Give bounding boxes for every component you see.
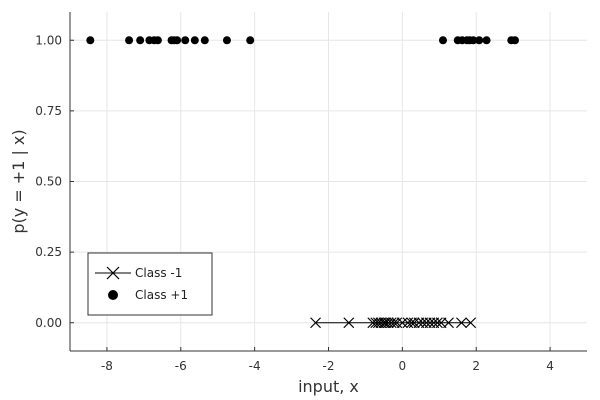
series-0-point-7-stroke-b xyxy=(380,317,392,329)
x-tick-label-5: 2 xyxy=(472,359,480,373)
series-0-point-9 xyxy=(385,317,397,329)
legend-marker-1 xyxy=(108,290,118,300)
series-1-point-9 xyxy=(181,36,190,45)
y-tick-label-3: 0.75 xyxy=(35,104,62,118)
series-1-point-19 xyxy=(469,36,478,45)
y-tick-label-4: 1.00 xyxy=(35,33,62,47)
series-0-point-12 xyxy=(396,317,408,329)
series-0-point-11 xyxy=(391,317,403,329)
legend-entry-1: Class +1 xyxy=(108,288,188,302)
series-0-point-0 xyxy=(310,317,321,329)
series-0-point-25 xyxy=(465,317,477,329)
series-1-point-14 xyxy=(438,36,447,45)
y-tick-label-2: 0.50 xyxy=(35,175,62,189)
series-0-point-11-stroke-b xyxy=(391,317,403,329)
y-tick-label-1: 0.25 xyxy=(35,245,62,259)
series-0-point-23 xyxy=(443,317,454,329)
series-1-point-10 xyxy=(190,36,199,45)
series-0-point-15-stroke-b xyxy=(408,317,420,329)
ticks: -8 -6 -4 -2 0 2 4 0.00 0.25 0.50 0.75 1.00 xyxy=(35,33,554,373)
series-1-point-2 xyxy=(136,36,145,45)
series-0-point-12-stroke-b xyxy=(396,317,408,329)
series-1 xyxy=(86,36,519,45)
series-1-point-1 xyxy=(125,36,134,45)
series-0-point-3 xyxy=(370,317,382,329)
legend-box xyxy=(87,252,213,316)
legend-marker-0 xyxy=(106,266,120,280)
legend-entries: Class -1 Class +1 xyxy=(95,266,188,302)
series-0-point-10 xyxy=(388,317,400,329)
series-0-point-1-stroke-b xyxy=(343,317,355,329)
y-axis-label: p(y = +1 | x) xyxy=(9,129,28,233)
x-tick-label-4: 0 xyxy=(399,359,407,373)
series-1-point-13 xyxy=(246,36,255,45)
series-1-point-20 xyxy=(475,36,484,45)
legend-label-0: Class -1 xyxy=(135,266,182,280)
x-tick-label-2: -4 xyxy=(249,359,261,373)
series-0 xyxy=(310,317,477,329)
series-0-point-24 xyxy=(456,317,467,329)
legend-label-1: Class +1 xyxy=(135,288,188,302)
x-tick-label-6: 4 xyxy=(546,359,554,373)
series-0-point-0-stroke-b xyxy=(310,317,321,329)
series-0-point-21-stroke-b xyxy=(432,317,443,329)
y-tick-label-0: 0.00 xyxy=(35,316,62,330)
series-0-point-7 xyxy=(380,317,392,329)
x-tick-label-1: -6 xyxy=(175,359,187,373)
x-tick-label-3: -2 xyxy=(323,359,335,373)
series-1-point-23 xyxy=(510,36,519,45)
series-0-point-9-stroke-b xyxy=(385,317,397,329)
series-1-point-12 xyxy=(222,36,231,45)
series-1-point-8 xyxy=(173,36,182,45)
series-0-point-2-stroke-b xyxy=(367,317,379,329)
series-0-point-24-stroke-b xyxy=(456,317,467,329)
series-0-point-2 xyxy=(367,317,379,329)
series-1-point-0 xyxy=(86,36,95,45)
series-0-point-25-stroke-b xyxy=(465,317,477,329)
series-0-point-21 xyxy=(432,317,443,329)
legend-marker-0-stroke-b xyxy=(106,266,120,280)
x-tick-label-0: -8 xyxy=(101,359,113,373)
series-0-point-23-stroke-b xyxy=(443,317,454,329)
series-1-point-5 xyxy=(153,36,162,45)
series-1-point-11 xyxy=(200,36,209,45)
legend: Class -1 Class +1 xyxy=(87,252,213,316)
series-0-point-3-stroke-b xyxy=(370,317,382,329)
legend-entry-0: Class -1 xyxy=(95,266,182,280)
x-axis-label: input, x xyxy=(298,377,359,396)
series-0-point-15 xyxy=(408,317,420,329)
series-0-point-10-stroke-b xyxy=(388,317,400,329)
series-0-point-1 xyxy=(343,317,355,329)
series-1-point-21 xyxy=(482,36,491,45)
series xyxy=(86,36,519,329)
